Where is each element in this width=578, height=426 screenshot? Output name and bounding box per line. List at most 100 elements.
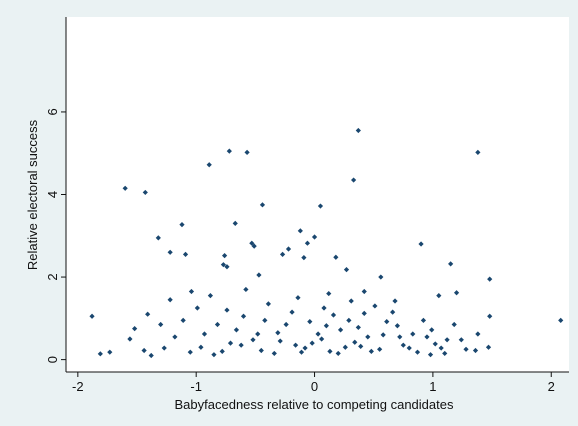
data-point [219, 348, 225, 354]
y-tick-label: 0 [45, 356, 60, 363]
data-point [127, 336, 133, 342]
data-point [122, 185, 128, 191]
data-point [227, 340, 234, 346]
data-point [472, 347, 479, 354]
data-point [558, 317, 564, 324]
data-point [406, 345, 412, 351]
x-tick-label: 2 [548, 379, 555, 394]
data-point [304, 240, 311, 246]
data-point [250, 337, 256, 343]
data-point [355, 324, 361, 331]
data-point [220, 262, 227, 268]
data-point [277, 338, 283, 344]
data-point [307, 319, 313, 325]
data-point [333, 254, 339, 260]
data-point [427, 352, 434, 358]
data-point [361, 288, 367, 295]
data-point [368, 348, 374, 354]
data-point [442, 350, 448, 357]
data-point [378, 274, 384, 280]
data-point [206, 162, 212, 168]
data-point [244, 149, 250, 155]
data-point [390, 309, 396, 315]
data-point [148, 352, 154, 359]
data-point [265, 301, 271, 307]
data-point [201, 331, 208, 337]
data-point [358, 343, 364, 350]
data-point [167, 297, 173, 303]
data-point [179, 222, 185, 228]
data-point [224, 264, 230, 270]
data-point [346, 317, 352, 324]
data-point [251, 243, 257, 249]
data-point [89, 313, 95, 319]
data-point [330, 312, 337, 318]
data-point [410, 331, 416, 337]
data-point [132, 326, 138, 332]
data-point [343, 267, 350, 273]
data-point [301, 255, 307, 261]
data-point [232, 220, 238, 226]
data-point [327, 348, 333, 354]
data-point [167, 249, 173, 255]
data-point [458, 337, 464, 343]
data-point [392, 298, 398, 304]
data-point [158, 321, 164, 328]
data-point [342, 344, 348, 350]
data-point [256, 272, 262, 278]
data-point [295, 295, 301, 301]
data-point [249, 240, 255, 246]
data-point [323, 323, 329, 329]
data-point [400, 342, 406, 348]
data-point [475, 331, 481, 337]
data-point [350, 177, 357, 183]
data-point [279, 251, 286, 257]
data-point [207, 293, 213, 299]
data-point [271, 350, 277, 357]
data-point [107, 349, 113, 355]
data-point [352, 339, 358, 345]
data-point [444, 337, 450, 343]
data-point [380, 332, 386, 338]
data-point [463, 346, 469, 352]
data-point [436, 293, 442, 299]
y-tick-label: 2 [45, 273, 60, 280]
x-axis-ticks: -2 -1 0 1 2 [72, 372, 555, 394]
data-point [365, 334, 371, 340]
data-point [377, 346, 383, 352]
data-point [155, 235, 161, 241]
data-point [487, 313, 493, 319]
data-point [321, 305, 327, 311]
data-point [221, 252, 228, 259]
plot-area [66, 17, 569, 372]
y-axis-title: Relative electoral success [25, 119, 40, 270]
data-point [429, 327, 435, 333]
data-point [224, 307, 230, 313]
data-point [475, 149, 481, 155]
x-tick-label: 0 [311, 379, 318, 394]
data-point [326, 290, 332, 297]
data-point [317, 203, 324, 209]
data-point [311, 234, 318, 240]
data-point [487, 276, 493, 282]
y-axis-ticks: 0 2 4 6 [45, 108, 66, 363]
data-point [214, 321, 221, 328]
data-point [337, 327, 344, 333]
data-point [438, 345, 444, 351]
data-point [453, 290, 460, 296]
data-point [238, 342, 244, 348]
data-point [142, 189, 148, 196]
data-point [283, 321, 289, 328]
data-point [298, 349, 305, 355]
data-point [384, 319, 390, 325]
data-point [315, 331, 321, 337]
data-point [394, 323, 400, 329]
data-point [414, 349, 421, 355]
data-point [361, 310, 367, 316]
scatter-points [89, 127, 564, 359]
data-point [302, 345, 308, 351]
x-tick-label: -1 [190, 379, 202, 394]
data-point [418, 241, 424, 247]
data-point [309, 340, 315, 346]
